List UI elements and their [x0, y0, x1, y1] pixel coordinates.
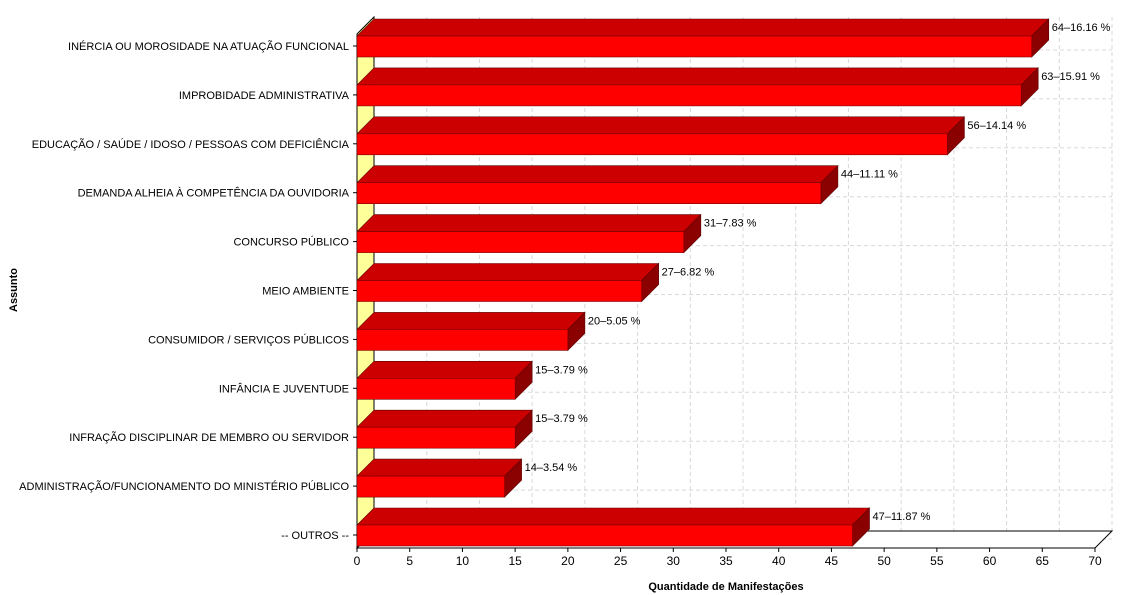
bar [356, 329, 569, 351]
bar [356, 426, 516, 449]
bar-top-face [356, 214, 702, 232]
x-tick-label: 20 [561, 554, 575, 568]
category-label: CONCURSO PÚBLICO [233, 236, 349, 249]
data-label: 44–11.11 % [841, 169, 898, 181]
bar-top-face [356, 360, 533, 379]
x-tick-label: 15 [508, 554, 522, 568]
bar-top-face [356, 116, 966, 135]
x-tick-label: 5 [406, 554, 413, 568]
x-axis-title: Quantidade de Manifestações [648, 581, 803, 593]
x-tick-label: 25 [614, 554, 628, 568]
category-label: CONSUMIDOR / SERVIÇOS PÚBLICOS [148, 333, 349, 346]
data-label: 31–7.83 % [704, 218, 757, 230]
data-label: 20–5.05 % [588, 315, 641, 327]
data-label: 27–6.82 % [662, 267, 715, 279]
category-label: DEMANDA ALHEIA À COMPETÊNCIA DA OUVIDORI… [78, 187, 350, 200]
bar-top-face [356, 263, 660, 281]
bar [356, 35, 1033, 58]
x-tick-label: 0 [354, 554, 361, 568]
x-tick-label: 60 [983, 554, 997, 568]
bar-top-face [356, 18, 1050, 37]
x-tick-label: 35 [719, 554, 733, 568]
x-tick-label: 40 [772, 554, 786, 568]
data-label: 56–14.14 % [967, 120, 1026, 132]
bar-top-face [356, 165, 839, 183]
x-tick-label: 45 [825, 554, 839, 568]
bar [356, 475, 505, 498]
bar-top-face [356, 409, 533, 428]
data-label: 15–3.79 % [535, 413, 588, 425]
bar-top-face [356, 312, 586, 330]
category-label: -- OUTROS -- [281, 530, 349, 542]
bar [356, 280, 642, 302]
data-label: 14–3.54 % [525, 462, 578, 474]
bar-top-face [356, 458, 523, 477]
category-label: EDUCAÇÃO / SAÚDE / IDOSO / PESSOAS COM D… [32, 138, 350, 151]
bar-top-face [356, 507, 871, 526]
bar [356, 182, 822, 204]
data-label: 47–11.87 % [873, 511, 931, 523]
x-tick-label: 55 [930, 554, 944, 568]
x-tick-label: 10 [456, 554, 470, 568]
bar [356, 377, 516, 400]
category-label: IMPROBIDADE ADMINISTRATIVA [179, 90, 350, 102]
bar [356, 84, 1022, 107]
category-label: INÉRCIA OU MOROSIDADE NA ATUAÇÃO FUNCION… [68, 40, 349, 53]
data-label: 64–16.16 % [1052, 22, 1111, 34]
x-tick-label: 50 [877, 554, 891, 568]
x-tick-label: 65 [1036, 554, 1050, 568]
y-axis-title: Assunto [8, 268, 20, 312]
bar [356, 133, 948, 156]
bar [356, 231, 685, 253]
category-label: ADMINISTRAÇÃO/FUNCIONAMENTO DO MINISTÉRI… [19, 480, 349, 493]
data-label: 15–3.79 % [535, 364, 588, 376]
data-label: 63–15.91 % [1041, 71, 1100, 83]
category-label: INFRAÇÃO DISCIPLINAR DE MEMBRO OU SERVID… [69, 431, 349, 444]
x-tick-label: 30 [667, 554, 681, 568]
category-label: MEIO AMBIENTE [262, 286, 349, 298]
bar [356, 524, 853, 547]
category-label: INFÂNCIA E JUVENTUDE [219, 382, 349, 395]
x-tick-label: 70 [1088, 554, 1102, 568]
bar-top-face [356, 67, 1039, 86]
